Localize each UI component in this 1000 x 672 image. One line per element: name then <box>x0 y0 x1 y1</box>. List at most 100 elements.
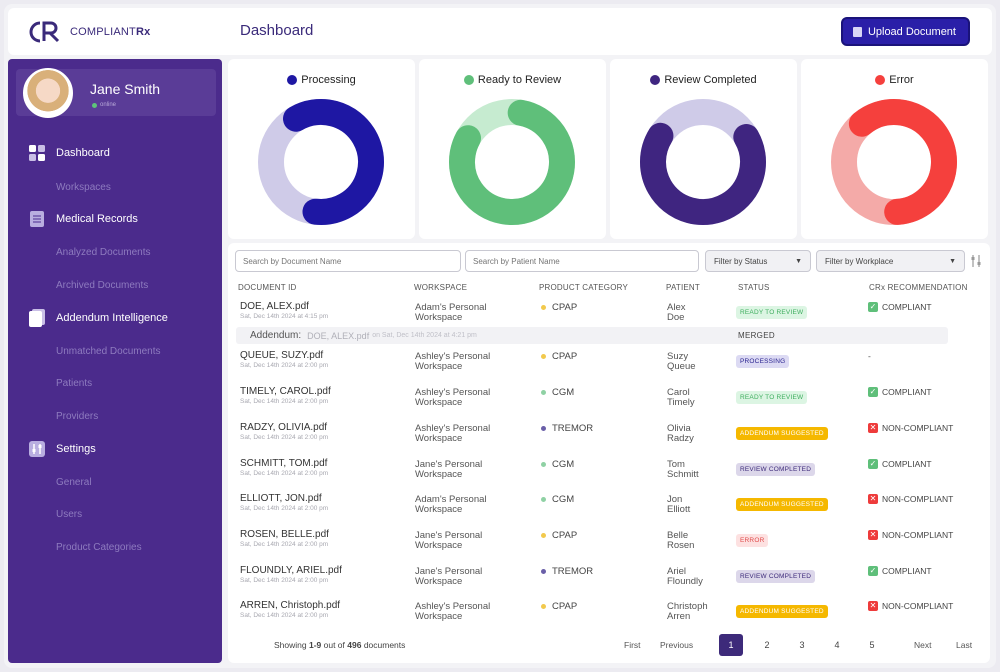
category-cell: TREMOR <box>541 566 593 577</box>
patient-first: Ariel <box>667 566 687 577</box>
table-row[interactable]: ROSEN, BELLE.pdf Sat, Dec 14th 2024 at 2:… <box>228 529 990 561</box>
filter-status-label: Filter by Status <box>714 256 768 266</box>
sidebar-subitem-users[interactable]: Users <box>56 509 83 520</box>
document-name[interactable]: SCHMITT, TOM.pdf <box>240 458 328 469</box>
pagination-page-4[interactable]: 4 <box>834 640 840 650</box>
addendum-row[interactable]: Addendum: DOE, ALEX.pdf on Sat, Dec 14th… <box>236 327 948 344</box>
user-name: Jane Smith <box>90 81 161 97</box>
sidebar-item-settings[interactable]: Settings <box>28 440 96 458</box>
table-row[interactable]: DOE, ALEX.pdf Sat, Dec 14th 2024 at 4:15 … <box>228 301 990 333</box>
document-cell[interactable]: ARREN, Christoph.pdf Sat, Dec 14th 2024 a… <box>240 600 340 619</box>
addendum-file[interactable]: DOE, ALEX.pdf <box>307 330 370 341</box>
category-cell: CGM <box>541 387 574 398</box>
sidebar-item-addendum-intelligence[interactable]: Addendum Intelligence <box>28 309 168 327</box>
addendum-status: MERGED <box>738 331 775 340</box>
recommendation-cell: ✕ NON-COMPLIANT <box>868 530 953 540</box>
chevron-down-icon: ▼ <box>949 257 956 265</box>
category-cell: CGM <box>541 459 574 470</box>
status-card-ready-to-review[interactable]: Ready to Review <box>419 59 606 239</box>
patient-last: Radzy <box>667 433 694 444</box>
document-cell[interactable]: TIMELY, CAROL.pdf Sat, Dec 14th 2024 at 2… <box>240 386 331 405</box>
check-icon: ✓ <box>868 387 878 397</box>
document-cell[interactable]: ELLIOTT, JON.pdf Sat, Dec 14th 2024 at 2:… <box>240 493 328 512</box>
legend-dot-icon <box>287 75 298 85</box>
workspace-name: Ashley's Personal <box>415 387 491 398</box>
sidebar-subitem-providers[interactable]: Providers <box>56 411 99 422</box>
document-name[interactable]: RADZY, OLIVIA.pdf <box>240 422 328 433</box>
recommendation-cell: - <box>868 351 871 361</box>
search-document-input[interactable] <box>235 250 461 272</box>
pagination-page-1[interactable]: 1 <box>719 634 743 656</box>
sidebar-item-label: Addendum Intelligence <box>56 312 168 324</box>
category-dot-icon <box>541 354 546 359</box>
pagination-first[interactable]: First <box>624 640 641 650</box>
pagination-next[interactable]: Next <box>914 640 932 650</box>
document-cell[interactable]: ROSEN, BELLE.pdf Sat, Dec 14th 2024 at 2:… <box>240 529 329 548</box>
search-patient-input[interactable] <box>465 250 699 272</box>
document-cell[interactable]: QUEUE, SUZY.pdf Sat, Dec 14th 2024 at 2:0… <box>240 350 328 369</box>
recommendation-cell: ✓ COMPLIANT <box>868 387 932 397</box>
pagination-page-5[interactable]: 5 <box>869 640 875 650</box>
patient-first: Belle <box>667 530 689 541</box>
document-name[interactable]: ROSEN, BELLE.pdf <box>240 529 329 540</box>
sidebar-subitem-analyzed-documents[interactable]: Analyzed Documents <box>56 247 151 258</box>
table-row[interactable]: ARREN, Christoph.pdf Sat, Dec 14th 2024 a… <box>228 600 990 632</box>
sidebar-subitem-general[interactable]: General <box>56 477 92 488</box>
document-name[interactable]: ELLIOTT, JON.pdf <box>240 493 322 504</box>
patient-last: Elliott <box>667 504 691 515</box>
col-header-recommendation[interactable]: CRx RECOMMENDATION <box>869 283 968 292</box>
document-name[interactable]: FLOUNDLY, ARIEL.pdf <box>240 565 342 576</box>
status-card-label: Review Completed <box>664 74 757 86</box>
pagination-previous[interactable]: Previous <box>660 640 694 650</box>
sidebar-subitem-workspaces[interactable]: Workspaces <box>56 182 111 193</box>
document-cell[interactable]: FLOUNDLY, ARIEL.pdf Sat, Dec 14th 2024 at… <box>240 565 342 584</box>
col-header-status[interactable]: STATUS <box>738 283 770 292</box>
status-card-error[interactable]: Error <box>801 59 988 239</box>
document-cell[interactable]: DOE, ALEX.pdf Sat, Dec 14th 2024 at 4:15 … <box>240 301 328 320</box>
pagination-page-2[interactable]: 2 <box>764 640 770 650</box>
chevron-down-icon: ▼ <box>795 257 802 265</box>
sidebar-item-dashboard[interactable]: Dashboard <box>28 144 110 162</box>
filter-workplace-select[interactable]: Filter by Workplace ▼ <box>816 250 965 272</box>
upload-document-button[interactable]: Upload Document <box>840 17 970 46</box>
col-header-patient[interactable]: PATIENT <box>666 283 700 292</box>
col-header-product-category[interactable]: PRODUCT CATEGORY <box>539 283 628 292</box>
document-name[interactable]: QUEUE, SUZY.pdf <box>240 350 324 361</box>
status-cell: READY TO REVIEW <box>736 301 808 319</box>
sidebar-subitem-unmatched-documents[interactable]: Unmatched Documents <box>56 346 161 357</box>
col-header-workspace[interactable]: WORKSPACE <box>414 283 468 292</box>
table-row[interactable]: ELLIOTT, JON.pdf Sat, Dec 14th 2024 at 2:… <box>228 493 990 525</box>
patient-first: Olivia <box>667 423 691 434</box>
document-name[interactable]: DOE, ALEX.pdf <box>240 301 309 312</box>
status-card-review-completed[interactable]: Review Completed <box>610 59 797 239</box>
adjust-columns-icon[interactable] <box>969 253 983 269</box>
pagination-last[interactable]: Last <box>956 640 973 650</box>
sidebar-subitem-archived-documents[interactable]: Archived Documents <box>56 280 149 291</box>
table-row[interactable]: QUEUE, SUZY.pdf Sat, Dec 14th 2024 at 2:0… <box>228 350 990 382</box>
brand-logo[interactable]: COMPLIANTRx <box>24 19 150 45</box>
table-row[interactable]: TIMELY, CAROL.pdf Sat, Dec 14th 2024 at 2… <box>228 386 990 418</box>
filter-status-select[interactable]: Filter by Status ▼ <box>705 250 811 272</box>
patient-first: Jon <box>667 494 683 505</box>
document-cell[interactable]: SCHMITT, TOM.pdf Sat, Dec 14th 2024 at 2:… <box>240 458 328 477</box>
recommendation-text: NON-COMPLIANT <box>882 423 954 433</box>
col-header-document-id[interactable]: DOCUMENT ID <box>238 283 297 292</box>
sidebar-subitem-product-categories[interactable]: Product Categories <box>56 542 142 553</box>
workspace-cell: Ashley's Personal Workspace <box>415 388 490 408</box>
addendum-label: Addendum: <box>250 330 302 341</box>
user-profile[interactable]: Jane Smith online <box>16 68 216 118</box>
table-row[interactable]: RADZY, OLIVIA.pdf Sat, Dec 14th 2024 at 2… <box>228 422 990 454</box>
status-cell: ADDENDUM SUGGESTED <box>736 493 828 511</box>
document-name[interactable]: ARREN, Christoph.pdf <box>240 600 341 611</box>
table-row[interactable]: SCHMITT, TOM.pdf Sat, Dec 14th 2024 at 2:… <box>228 458 990 490</box>
table-row[interactable]: FLOUNDLY, ARIEL.pdf Sat, Dec 14th 2024 at… <box>228 565 990 597</box>
pagination-page-3[interactable]: 3 <box>799 640 805 650</box>
status-card-processing[interactable]: Processing <box>228 59 415 239</box>
document-cell[interactable]: RADZY, OLIVIA.pdf Sat, Dec 14th 2024 at 2… <box>240 422 328 441</box>
recommendation-cell: ✓ COMPLIANT <box>868 459 932 469</box>
status-card-title: Error <box>801 74 988 86</box>
sidebar-subitem-patients[interactable]: Patients <box>56 378 93 389</box>
sidebar-item-label: Medical Records <box>56 213 138 225</box>
document-name[interactable]: TIMELY, CAROL.pdf <box>240 386 331 397</box>
sidebar-item-medical-records[interactable]: Medical Records <box>28 210 138 228</box>
